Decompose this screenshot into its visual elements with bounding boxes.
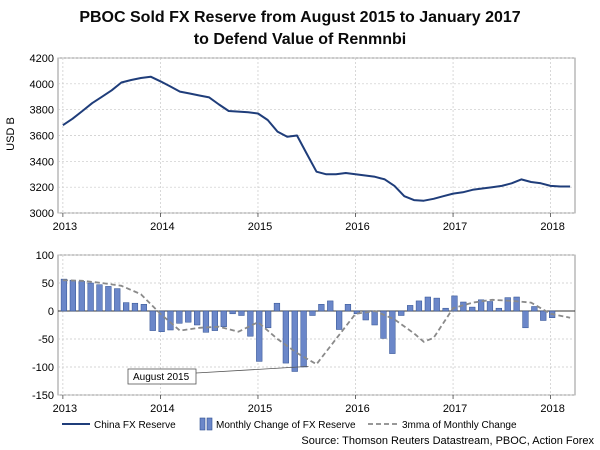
bar-monthly-change xyxy=(87,282,94,312)
bar-monthly-change xyxy=(96,284,103,312)
bottom-panel-xtick-label: 2014 xyxy=(150,403,174,415)
bar-monthly-change xyxy=(371,310,378,326)
legend-bar-swatch-1 xyxy=(199,417,206,431)
bottom-panel-ma xyxy=(62,279,571,366)
legend-label-3mma: 3mma of Monthly Change xyxy=(402,420,517,431)
bar-monthly-change xyxy=(451,295,458,312)
bar-monthly-change xyxy=(433,297,440,312)
top-panel-xtick-label: 2017 xyxy=(443,221,467,233)
bar-monthly-change xyxy=(105,286,112,312)
bottom-panel-xtick-label: 2018 xyxy=(540,403,564,415)
bar-monthly-change xyxy=(220,310,227,327)
bar-monthly-change xyxy=(380,310,387,339)
bar-monthly-change xyxy=(478,299,485,312)
bar-monthly-change xyxy=(185,310,192,323)
bar-monthly-change xyxy=(149,310,156,331)
bar-monthly-change xyxy=(158,310,165,332)
bar-monthly-change xyxy=(78,281,85,312)
legend: China FX Reserve Monthly Change of FX Re… xyxy=(62,417,517,431)
bottom-panel-ytick-label: -100 xyxy=(32,362,54,374)
legend-label-reserve: China FX Reserve xyxy=(94,420,176,431)
series-line-china-fx-reserve xyxy=(62,75,571,202)
top-panel-ytick-label: 4200 xyxy=(30,53,54,65)
top-panel-xtick-label: 2018 xyxy=(540,221,564,233)
bar-monthly-change xyxy=(194,310,201,326)
bar-monthly-change xyxy=(256,310,263,362)
bar-monthly-change xyxy=(407,305,414,312)
bar-monthly-change xyxy=(504,297,511,312)
bar-monthly-change xyxy=(114,288,121,312)
bottom-panel-xtick-label: 2015 xyxy=(248,403,272,415)
bar-monthly-change xyxy=(291,310,298,372)
bar-monthly-change xyxy=(60,278,68,312)
top-panel-ytick-label: 3600 xyxy=(30,131,54,143)
top-ylabel: USD B xyxy=(5,117,17,151)
top-panel-ytick-label: 3000 xyxy=(30,208,54,220)
top-panel-series xyxy=(62,75,571,202)
top-panel-ytick-label: 3800 xyxy=(30,105,54,117)
chart-title-line1: PBOC Sold FX Reserve from August 2015 to… xyxy=(79,9,520,26)
top-panel-ytick-label: 3400 xyxy=(30,156,54,168)
bar-monthly-change xyxy=(140,304,147,312)
bar-monthly-change xyxy=(344,304,352,312)
bar-monthly-change xyxy=(327,300,334,312)
top-panel-ytick-label: 4000 xyxy=(30,79,54,91)
top-panel-axes: 3000 3200 3400 3600 3800 4000 4200 2013 2014 2015… xyxy=(30,53,565,233)
annotation-leader-line xyxy=(195,366,309,374)
bar-monthly-change xyxy=(167,310,174,331)
bar-monthly-change xyxy=(362,310,369,321)
bar-monthly-change xyxy=(531,306,538,312)
bar-monthly-change xyxy=(522,310,529,329)
bottom-panel-ytick-label: 100 xyxy=(36,250,54,262)
chart-title-line2: to Defend Value of Renmnbi xyxy=(194,31,406,48)
bar-monthly-change xyxy=(265,310,272,329)
bottom-panel-annotation: August 2015 xyxy=(127,366,309,385)
bottom-panel-xtick-label: 2017 xyxy=(443,403,467,415)
bar-monthly-change xyxy=(469,306,476,312)
bar-monthly-change xyxy=(540,310,547,321)
top-panel-xtick-label: 2015 xyxy=(248,221,272,233)
bar-monthly-change xyxy=(486,301,494,312)
bar-monthly-change xyxy=(389,310,396,354)
bar-monthly-change xyxy=(282,310,289,364)
bar-monthly-change xyxy=(415,300,423,312)
annotation-text: August 2015 xyxy=(133,372,190,383)
bar-monthly-change xyxy=(495,307,502,312)
bottom-panel-ytick-label: -150 xyxy=(32,390,54,402)
bar-monthly-change xyxy=(238,310,245,316)
top-panel-xtick-label: 2013 xyxy=(53,221,77,233)
top-panel-grid xyxy=(57,57,576,214)
bottom-panel-ytick-label: 0 xyxy=(48,306,54,318)
bar-monthly-change xyxy=(398,310,405,316)
bar-monthly-change xyxy=(229,310,236,315)
bar-monthly-change xyxy=(318,304,325,312)
bar-monthly-change xyxy=(513,296,520,312)
legend-label-monthly-change: Monthly Change of FX Reserve xyxy=(216,420,356,431)
series-line-3mma xyxy=(62,279,571,366)
bar-monthly-change xyxy=(247,310,254,337)
bottom-panel-xtick-label: 2013 xyxy=(53,403,77,415)
bar-monthly-change xyxy=(202,310,210,333)
bar-monthly-change xyxy=(273,302,281,312)
top-panel-xtick-label: 2014 xyxy=(150,221,174,233)
bottom-panel-ytick-label: 50 xyxy=(42,278,54,290)
bar-monthly-change xyxy=(131,302,139,312)
top-panel-xtick-label: 2016 xyxy=(345,221,369,233)
bar-monthly-change xyxy=(123,302,130,312)
source-note: Source: Thomson Reuters Datastream, PBOC… xyxy=(301,435,594,447)
annotation-box xyxy=(127,368,197,385)
bar-monthly-change xyxy=(336,310,343,330)
bar-monthly-change xyxy=(69,279,76,312)
legend-bar-swatch-2 xyxy=(206,417,213,431)
bottom-panel-ytick-label: -50 xyxy=(38,334,54,346)
top-panel-ytick-label: 3200 xyxy=(30,182,54,194)
bar-monthly-change xyxy=(176,310,183,324)
bar-monthly-change xyxy=(309,310,316,316)
bottom-panel-xtick-label: 2016 xyxy=(345,403,369,415)
bar-monthly-change xyxy=(424,296,431,312)
bar-monthly-change xyxy=(211,310,218,331)
bar-monthly-change xyxy=(442,307,449,312)
